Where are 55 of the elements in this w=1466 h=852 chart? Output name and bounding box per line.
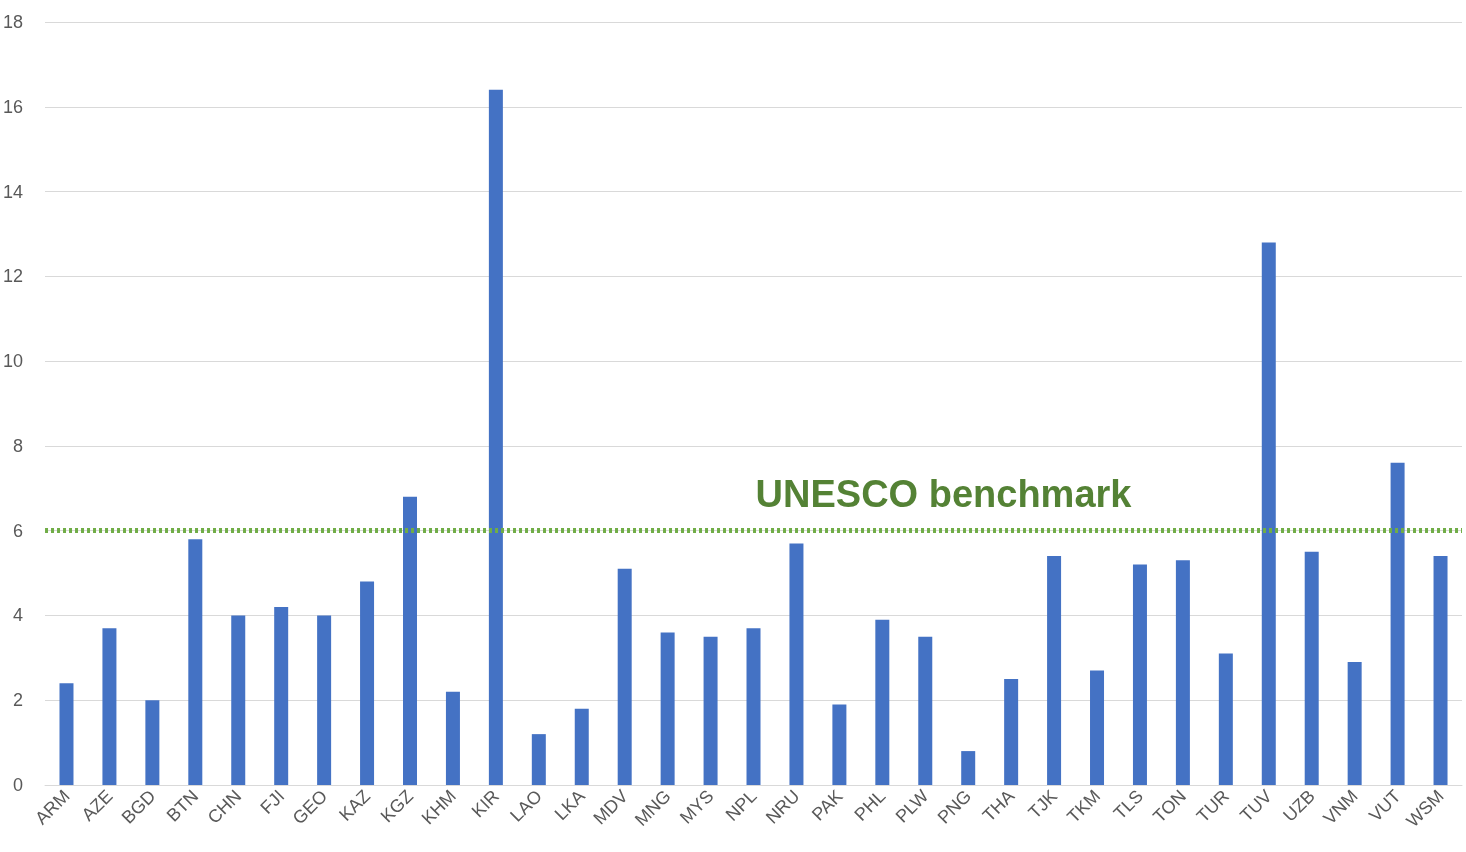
bar xyxy=(789,543,804,785)
bar xyxy=(145,700,160,785)
x-tick-label: KIR xyxy=(467,785,503,822)
bar xyxy=(1004,679,1019,785)
y-tick-label: 12 xyxy=(2,266,24,287)
x-tick-label: FJI xyxy=(256,785,289,818)
x-tick-label: TUR xyxy=(1192,785,1233,827)
bar xyxy=(918,636,933,785)
x-tick-label: THA xyxy=(978,785,1019,826)
bar xyxy=(274,606,289,785)
y-tick-label: 2 xyxy=(13,690,24,711)
bar xyxy=(188,539,203,785)
bar xyxy=(574,708,589,785)
bar xyxy=(660,632,675,785)
bar xyxy=(360,581,375,785)
bar xyxy=(531,734,546,785)
bar xyxy=(832,704,847,785)
bar xyxy=(1304,551,1319,785)
bar xyxy=(703,636,718,785)
bar xyxy=(1433,556,1448,785)
ref-line-label: UNESCO benchmark xyxy=(755,472,1133,515)
bar xyxy=(59,683,74,785)
bar xyxy=(231,615,246,785)
y-tick-label: 10 xyxy=(2,351,24,372)
y-tick-label: 6 xyxy=(13,520,24,541)
y-tick-label: 4 xyxy=(13,605,24,626)
bar xyxy=(1047,556,1062,785)
y-tick-label: 14 xyxy=(2,181,24,202)
bar xyxy=(1347,662,1362,785)
bar xyxy=(317,615,332,785)
x-tick-label: TJK xyxy=(1024,785,1062,823)
y-tick-label: 16 xyxy=(2,96,24,117)
x-tick-label: TLS xyxy=(1109,785,1148,824)
y-tick-label: 18 xyxy=(2,12,24,32)
bar xyxy=(1175,560,1190,785)
bar xyxy=(875,619,890,785)
bar xyxy=(445,691,460,785)
bar xyxy=(1218,653,1233,785)
bar xyxy=(1390,462,1405,785)
x-tick-label: LKA xyxy=(550,785,589,825)
x-tick-label: PHL xyxy=(850,785,890,825)
bar xyxy=(617,568,632,785)
x-tick-label: VUT xyxy=(1365,785,1405,826)
bar xyxy=(961,751,976,785)
bar xyxy=(1261,242,1276,785)
bar xyxy=(488,89,503,785)
bar xyxy=(1090,670,1105,785)
y-tick-label: 0 xyxy=(13,775,24,795)
bar xyxy=(746,628,761,785)
x-tick-label: UZB xyxy=(1279,785,1319,826)
bar xyxy=(1132,564,1147,785)
bar xyxy=(102,628,117,785)
y-tick-label: 8 xyxy=(13,435,24,456)
x-tick-label: NPL xyxy=(721,785,761,825)
bar xyxy=(403,496,417,785)
